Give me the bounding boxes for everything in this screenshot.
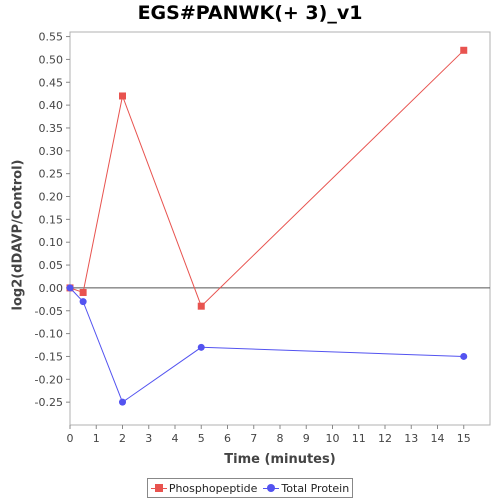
x-tick-label: 6	[224, 432, 231, 445]
x-tick-label: 12	[378, 432, 392, 445]
axes: -0.25 -0.20 -0.15 -0.10 -0.05 0.00 0.05 0.10 0.1…	[35, 31, 491, 445]
y-tick-label: 0.45	[39, 76, 64, 89]
x-axis-label: Time (minutes)	[224, 452, 336, 467]
y-tick-label: -0.15	[35, 350, 63, 363]
data-point-phosphopeptide	[197, 302, 205, 310]
y-tick-label: 0.40	[39, 99, 64, 112]
y-tick-label: 0.00	[39, 282, 64, 295]
y-tick-label: 0.10	[39, 236, 64, 249]
x-tick-label: 2	[119, 432, 126, 445]
legend-swatch-square	[150, 483, 167, 493]
x-tick-label: 3	[145, 432, 152, 445]
y-tick-label: -0.20	[35, 373, 63, 386]
y-tick-label: 0.15	[39, 213, 64, 226]
x-tick-label: 14	[431, 432, 445, 445]
y-tick-label: 0.30	[39, 145, 64, 158]
y-tick-label: -0.25	[35, 396, 63, 409]
x-tick-label: 0	[67, 432, 74, 445]
y-tick-label: 0.20	[39, 191, 64, 204]
y-tick-label: 0.55	[39, 31, 64, 44]
x-tick-label: 15	[457, 432, 471, 445]
x-tick-label: 11	[352, 432, 366, 445]
data-point-total-protein	[119, 398, 126, 406]
legend-marker-square	[154, 484, 163, 492]
x-tick-label: 4	[172, 432, 179, 445]
y-tick-label: 0.50	[39, 53, 64, 66]
x-tick-label: 13	[404, 432, 418, 445]
series-line-phosphopeptide	[69, 49, 465, 308]
plot-frame	[69, 31, 491, 426]
legend-item-phosphopeptide: Phosphopeptide	[150, 481, 258, 495]
y-tick-label: 0.05	[39, 259, 64, 272]
legend-label: Total Protein	[281, 481, 350, 495]
y-tick-label: 0.35	[39, 122, 64, 135]
data-point-total-protein	[66, 284, 74, 292]
x-tick-label: 10	[326, 432, 340, 445]
x-tick-label: 8	[277, 432, 284, 445]
x-tick-label: 1	[93, 432, 100, 445]
legend: Phosphopeptide Total Protein	[147, 478, 353, 498]
y-tick-label: -0.05	[35, 305, 63, 318]
chart-title: EGS#PANWK(+ 3)_v1	[137, 2, 363, 24]
y-tick-label: 0.25	[39, 168, 64, 181]
data-point-total-protein	[460, 352, 468, 360]
data-point-phosphopeptide	[460, 46, 468, 54]
data-point-phosphopeptide	[119, 92, 126, 100]
series-layer	[66, 46, 468, 406]
legend-swatch-circle	[263, 483, 280, 493]
y-tick-label: -0.10	[35, 328, 63, 341]
legend-item-total-protein: Total Protein	[263, 482, 349, 495]
x-tick-label: 7	[250, 432, 257, 445]
x-tick-label: 5	[198, 432, 205, 445]
series-line-total-protein	[69, 287, 464, 403]
data-point-phosphopeptide	[79, 288, 87, 296]
x-tick-label: 9	[303, 432, 310, 445]
data-point-total-protein	[197, 343, 205, 351]
data-point-total-protein	[79, 298, 87, 306]
legend-marker-circle	[267, 484, 276, 492]
legend-label: Phosphopeptide	[168, 481, 258, 495]
